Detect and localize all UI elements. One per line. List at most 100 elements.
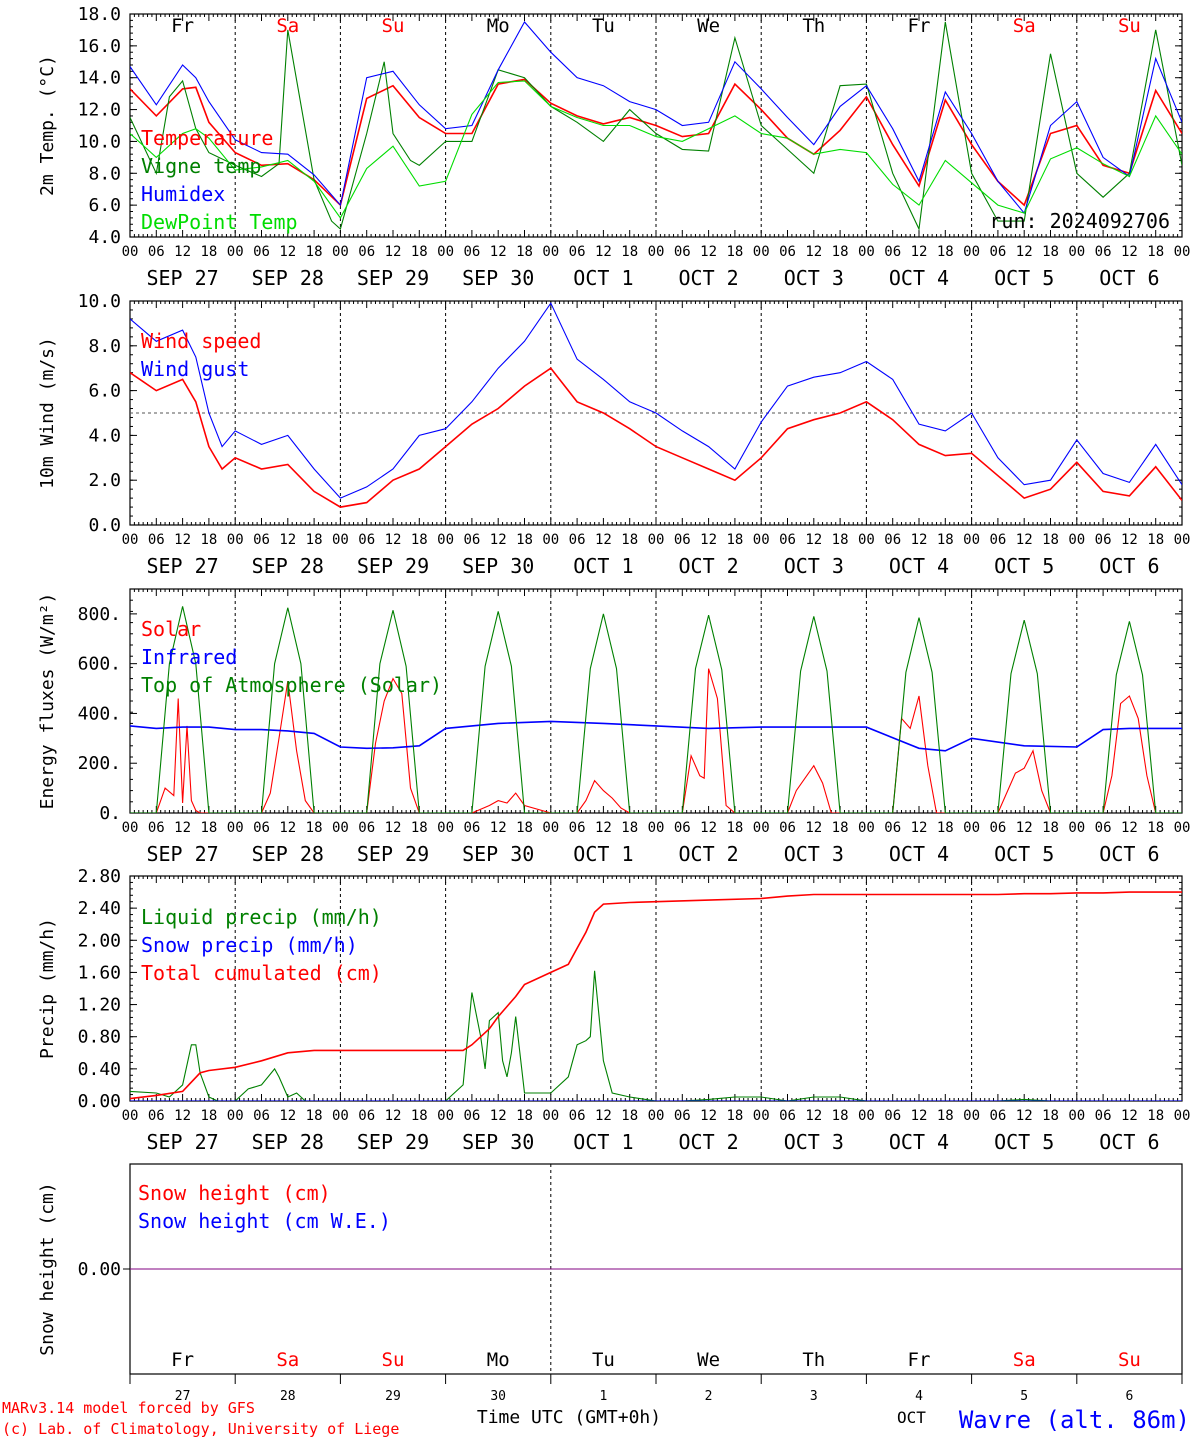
x-hour-label: 18 [1042,532,1059,548]
x-hour-label: 12 [385,820,402,836]
y-tick-label: 4.0 [88,425,121,446]
x-axis-title: Time UTC (GMT+0h) [477,1407,661,1428]
weekday-label: Su [1118,1349,1141,1371]
x-hour-label: 06 [989,1108,1006,1124]
legend-liquid-precip-mm-h-: Liquid precip (mm/h) [141,905,382,929]
x-hour-label: 06 [569,820,586,836]
x-hour-label: 06 [569,244,586,260]
panel-1: 4.0 6.0 8.0 10.0 12.0 14.0 16.0 18.0 2m Temp. (°… [37,4,1190,290]
day-number-label: 29 [385,1389,401,1404]
x-hour-label: 00 [122,532,139,548]
y-tick-label: 10.0 [78,291,121,312]
x-hour-label: 00 [858,532,875,548]
x-hour-label: 12 [595,820,612,836]
x-hour-label: 00 [963,1108,980,1124]
y-tick-label: 10.0 [78,131,121,152]
y-tick-label: 0.0 [88,515,121,536]
x-hour-label: 12 [1016,1108,1033,1124]
x-hour-label: 06 [674,820,691,836]
x-hour-label: 06 [358,820,375,836]
x-hour-label: 18 [200,244,217,260]
x-hour-label: 12 [1016,820,1033,836]
y-tick-label: 12.0 [78,100,121,121]
x-date-label: OCT 1 [573,842,633,866]
series-line-total-cumulated-cm- [130,891,1182,1100]
x-hour-label: 18 [200,1108,217,1124]
x-hour-label: 12 [279,532,296,548]
weekday-label: Th [802,1349,825,1371]
legend-dewpoint-temp: DewPoint Temp [141,210,298,234]
x-hour-label: 00 [858,820,875,836]
x-hour-label: 00 [227,532,244,548]
y-tick-label: 0.80 [78,1027,121,1048]
y-tick-label: 200. [78,753,121,774]
x-date-label: OCT 3 [784,554,844,578]
x-date-label: OCT 4 [889,266,949,290]
x-hour-label: 00 [542,244,559,260]
x-hour-label: 06 [358,532,375,548]
x-hour-label: 00 [1068,1108,1085,1124]
x-hour-label: 12 [595,1108,612,1124]
x-hour-label: 18 [200,820,217,836]
month-stub-label: OCT [897,1408,926,1427]
panel-3: 0. 200. 400. 600. 800. Energy fluxes (W/m²) 00… [37,588,1190,866]
x-hour-label: 06 [989,244,1006,260]
x-hour-label: 00 [858,244,875,260]
x-hour-label: 18 [516,244,533,260]
x-hour-label: 12 [490,1108,507,1124]
meteogram-panels: 4.06.08.010.012.014.016.018.02m Temp. (°… [37,4,1190,1404]
panel-2: 0.0 2.0 4.0 6.0 8.0 10.0 10m Wind (m/s) 00 06 12 1… [37,291,1190,578]
x-hour-label: 00 [963,244,980,260]
x-hour-label: 12 [279,820,296,836]
x-hour-label: 00 [332,820,349,836]
y-axis-title: 2m Temp. (°C) [37,55,58,196]
x-hour-label: 00 [437,820,454,836]
series-group [130,891,1182,1101]
x-hour-label: 12 [490,820,507,836]
legend-temperature: Temperature [141,126,273,150]
x-hour-label: 12 [174,1108,191,1124]
x-hour-label: 06 [989,820,1006,836]
x-date-label: SEP 27 [146,1130,218,1154]
x-date-label: OCT 1 [573,266,633,290]
x-hour-label: 00 [1068,532,1085,548]
x-hour-label: 12 [911,244,928,260]
x-hour-label: 18 [411,1108,428,1124]
x-hour-label: 12 [1016,244,1033,260]
day-number-label: 27 [175,1389,191,1404]
y-tick-label: 0. [99,803,121,824]
weekday-label: Fr [171,1349,194,1371]
x-date-label: SEP 27 [146,266,218,290]
series-line-humidex [130,21,1182,215]
x-hour-label: 18 [832,820,849,836]
x-hour-label: 12 [385,244,402,260]
x-hour-label: 18 [832,244,849,260]
x-hour-label: 18 [621,820,638,836]
x-hour-label: 12 [595,244,612,260]
y-tick-label: 800. [78,604,121,625]
y-axis-title: Energy fluxes (W/m²) [37,593,58,810]
x-hour-label: 18 [1147,244,1164,260]
x-hour-label: 00 [227,244,244,260]
legend-infrared: Infrared [141,645,237,669]
x-hour-label: 12 [1121,244,1138,260]
x-hour-label: 18 [306,1108,323,1124]
x-hour-label: 18 [726,244,743,260]
x-hour-label: 06 [463,532,480,548]
x-hour-label: 00 [437,1108,454,1124]
x-hour-label: 12 [279,1108,296,1124]
x-date-label: OCT 3 [784,1130,844,1154]
x-hour-label: 18 [1042,244,1059,260]
weekday-label: Tu [592,1349,615,1371]
legend-snow-height-cm-w-e-: Snow height (cm W.E.) [138,1209,391,1233]
x-hour-label: 00 [1174,1108,1191,1124]
x-date-label: OCT 1 [573,1130,633,1154]
weekday-label: We [697,1349,720,1371]
series-group [130,606,1182,813]
x-hour-label: 00 [122,1108,139,1124]
x-date-label: SEP 29 [357,842,429,866]
x-hour-label: 18 [1147,1108,1164,1124]
x-date-label: SEP 30 [462,842,534,866]
run-annotation: run: 2024092706 [989,209,1170,233]
